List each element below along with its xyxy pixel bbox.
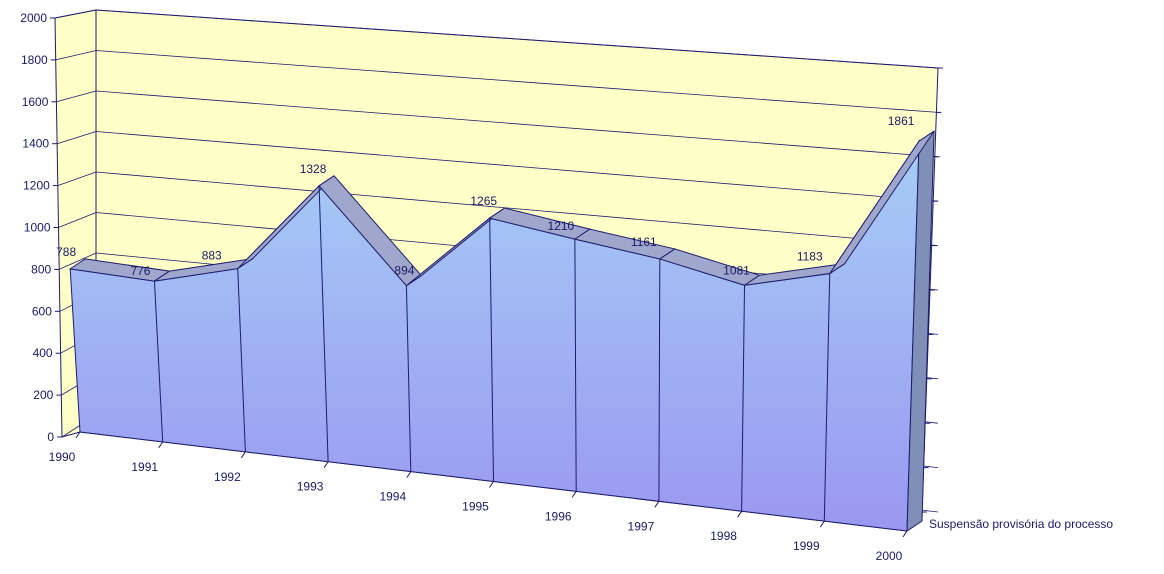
x-tick (323, 461, 329, 468)
x-tick (158, 441, 164, 449)
area-divider (658, 258, 661, 502)
y-tick-label: 1200 (23, 179, 50, 193)
x-tick (571, 491, 577, 498)
x-tick-label: 1998 (710, 529, 737, 543)
y-tick-label: 400 (33, 346, 53, 360)
y-tick-label: 200 (33, 388, 53, 402)
area-ridge-segment (829, 130, 935, 274)
area-divider (574, 239, 577, 492)
x-tick-label: 1990 (49, 450, 76, 464)
x-tick-label: 1997 (628, 519, 655, 533)
data-label: 1183 (797, 250, 823, 264)
x-tick-label: 1991 (131, 460, 158, 474)
x-tick-label: 1996 (545, 509, 572, 523)
side-gridline (57, 171, 97, 186)
y-tick-label: 1000 (24, 221, 51, 235)
x-tick (406, 471, 412, 478)
x-tick-label: 1999 (793, 539, 820, 553)
data-label: 1161 (631, 235, 657, 249)
side-gridline (55, 50, 97, 61)
data-area (68, 130, 935, 532)
data-label: 1210 (548, 219, 575, 233)
x-tick (819, 520, 825, 528)
x-tick-label: 1994 (379, 490, 406, 504)
data-label: 894 (394, 264, 414, 278)
area-divider (823, 273, 831, 522)
data-label: 883 (202, 249, 222, 263)
data-label: 1081 (723, 263, 750, 277)
x-tick (737, 510, 743, 518)
side-gridline (59, 252, 97, 270)
area-divider (741, 285, 746, 512)
data-label: 788 (56, 245, 76, 259)
y-tick-label: 1600 (22, 95, 49, 109)
gridline (95, 9, 939, 69)
axes (50, 17, 943, 538)
x-tick-label: 1993 (297, 480, 324, 494)
side-gridline (54, 9, 97, 19)
y-tick-label: 2000 (20, 11, 47, 25)
area-divider (237, 268, 246, 452)
area-divider (153, 281, 164, 442)
area-divider (489, 218, 494, 482)
side-gridline (56, 131, 97, 145)
x-tick (75, 431, 81, 439)
x-tick-label: 1995 (462, 500, 489, 514)
gridline (95, 171, 939, 246)
y-tick-label: 1400 (22, 137, 49, 151)
labels: 0 200 400 600 800 1000 1200 1400 1600 1800 2000 199… (20, 11, 1113, 563)
y-tick-label: 600 (32, 304, 52, 318)
data-label: 1328 (300, 162, 327, 176)
side-gridline (58, 212, 97, 228)
gridline (95, 90, 939, 158)
x-tick (240, 451, 246, 459)
area-divider (405, 285, 412, 472)
gridline (95, 131, 939, 202)
x-tick (902, 530, 908, 538)
data-label: 776 (130, 264, 150, 278)
x-tick (654, 501, 660, 508)
y-tick-label: 1800 (21, 53, 48, 67)
x-tick-label: 2000 (876, 549, 903, 563)
y-tick-label: 0 (47, 430, 54, 444)
side-gridline (56, 90, 97, 103)
data-label: 1265 (470, 194, 497, 208)
x-tick-label: 1992 (214, 470, 241, 484)
gridline (95, 50, 939, 113)
y-tick-label: 800 (31, 262, 51, 276)
data-label: 1861 (888, 114, 915, 128)
x-tick (489, 481, 494, 488)
area-divider (318, 185, 329, 462)
series-label: Suspensão provisória do processo (929, 517, 1113, 531)
